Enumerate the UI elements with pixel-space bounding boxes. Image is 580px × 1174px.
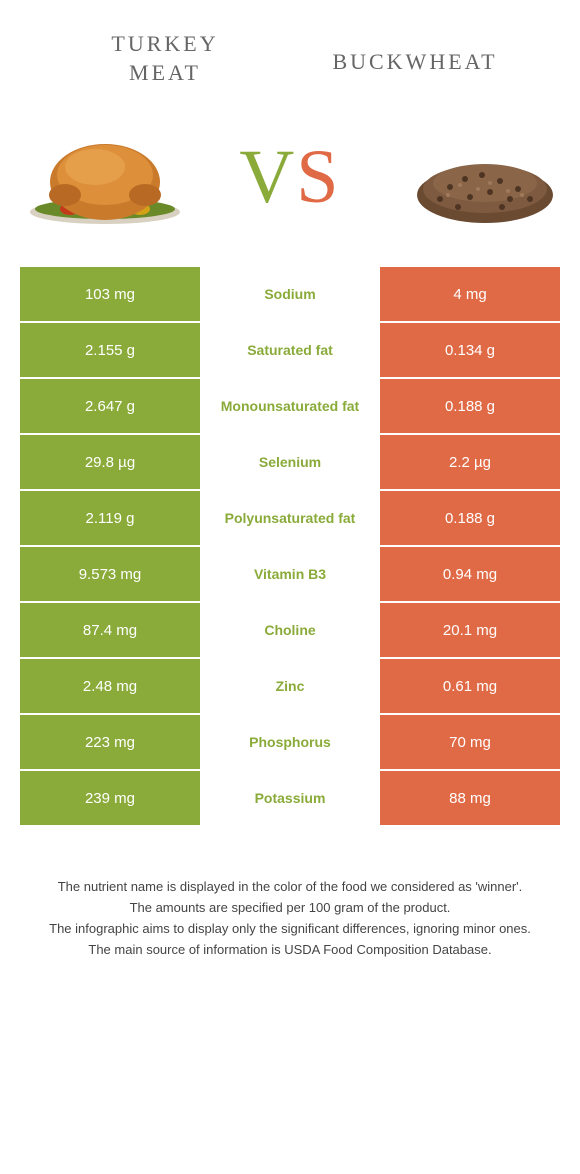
right-food-title: BUCKWHEAT: [290, 30, 540, 87]
nutrient-label: Phosphorus: [200, 715, 380, 769]
buckwheat-image: [390, 117, 560, 237]
nutrient-label: Vitamin B3: [200, 547, 380, 601]
right-value: 0.61 mg: [380, 659, 560, 713]
left-value: 2.48 mg: [20, 659, 200, 713]
turkey-image: [20, 117, 190, 237]
left-value: 9.573 mg: [20, 547, 200, 601]
left-title-line2: MEAT: [129, 60, 201, 85]
left-value: 2.155 g: [20, 323, 200, 377]
nutrient-label: Potassium: [200, 771, 380, 825]
vs-row: VS: [0, 107, 580, 267]
right-value: 88 mg: [380, 771, 560, 825]
table-row: 223 mgPhosphorus70 mg: [20, 715, 560, 771]
header: TURKEY MEAT BUCKWHEAT: [0, 0, 580, 107]
vs-label: VS: [239, 134, 340, 221]
nutrient-label: Selenium: [200, 435, 380, 489]
left-value: 103 mg: [20, 267, 200, 321]
table-row: 87.4 mgCholine20.1 mg: [20, 603, 560, 659]
table-row: 2.647 gMonounsaturated fat0.188 g: [20, 379, 560, 435]
nutrient-table: 103 mgSodium4 mg2.155 gSaturated fat0.13…: [20, 267, 560, 827]
nutrient-label: Saturated fat: [200, 323, 380, 377]
right-value: 2.2 µg: [380, 435, 560, 489]
left-food-title: TURKEY MEAT: [40, 30, 290, 87]
right-value: 0.94 mg: [380, 547, 560, 601]
table-row: 9.573 mgVitamin B30.94 mg: [20, 547, 560, 603]
table-row: 29.8 µgSelenium2.2 µg: [20, 435, 560, 491]
footer-line4: The main source of information is USDA F…: [30, 940, 550, 961]
vs-v: V: [239, 135, 296, 219]
table-row: 2.48 mgZinc0.61 mg: [20, 659, 560, 715]
nutrient-label: Choline: [200, 603, 380, 657]
left-value: 2.647 g: [20, 379, 200, 433]
nutrient-label: Sodium: [200, 267, 380, 321]
nutrient-label: Zinc: [200, 659, 380, 713]
left-value: 87.4 mg: [20, 603, 200, 657]
footer-line2: The amounts are specified per 100 gram o…: [30, 898, 550, 919]
left-title-line1: TURKEY: [111, 31, 218, 56]
footer-line3: The infographic aims to display only the…: [30, 919, 550, 940]
nutrient-label: Polyunsaturated fat: [200, 491, 380, 545]
right-title: BUCKWHEAT: [332, 49, 497, 74]
right-value: 0.188 g: [380, 379, 560, 433]
right-value: 4 mg: [380, 267, 560, 321]
table-row: 2.155 gSaturated fat0.134 g: [20, 323, 560, 379]
footer-line1: The nutrient name is displayed in the co…: [30, 877, 550, 898]
right-value: 0.188 g: [380, 491, 560, 545]
left-value: 239 mg: [20, 771, 200, 825]
right-value: 0.134 g: [380, 323, 560, 377]
left-value: 223 mg: [20, 715, 200, 769]
table-row: 2.119 gPolyunsaturated fat0.188 g: [20, 491, 560, 547]
table-row: 239 mgPotassium88 mg: [20, 771, 560, 827]
left-value: 2.119 g: [20, 491, 200, 545]
vs-s: S: [296, 135, 340, 219]
right-value: 20.1 mg: [380, 603, 560, 657]
right-value: 70 mg: [380, 715, 560, 769]
footer-notes: The nutrient name is displayed in the co…: [0, 827, 580, 960]
nutrient-label: Monounsaturated fat: [200, 379, 380, 433]
left-value: 29.8 µg: [20, 435, 200, 489]
table-row: 103 mgSodium4 mg: [20, 267, 560, 323]
